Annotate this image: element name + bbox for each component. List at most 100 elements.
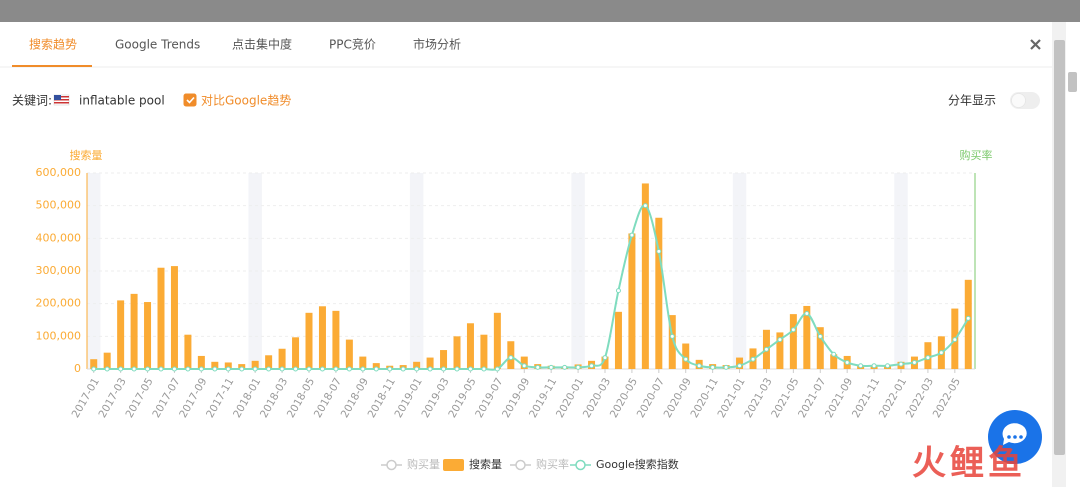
line-point [535, 364, 541, 370]
outer-scroll-thumb [1068, 72, 1077, 92]
bar [655, 217, 663, 369]
line-point [225, 366, 231, 372]
line-point [212, 366, 218, 372]
bar [440, 350, 448, 369]
scroll-thumb[interactable] [1054, 40, 1065, 455]
checkbox-box [183, 93, 197, 107]
line-point [441, 366, 447, 372]
line-point [333, 366, 339, 372]
legend-swatch [515, 459, 526, 471]
tab[interactable]: PPC竞价 [329, 38, 376, 52]
line-point [481, 366, 487, 372]
bar [668, 315, 676, 369]
line-point [696, 363, 702, 369]
line-point [817, 333, 823, 339]
line-point [373, 366, 379, 372]
line-point [871, 363, 877, 369]
legend-label[interactable]: 购买量 [407, 457, 440, 471]
bar [641, 183, 649, 369]
line-point [508, 355, 514, 361]
line-point [306, 366, 312, 372]
line-point [750, 356, 756, 362]
line-point [858, 363, 864, 369]
bar [224, 362, 232, 369]
line-point [185, 366, 191, 372]
line-point [346, 366, 352, 372]
legend-label[interactable]: 搜索量 [469, 457, 502, 471]
line-point [467, 366, 473, 372]
backdrop [0, 0, 1080, 22]
y-tick-label: 200,000 [36, 297, 82, 310]
line-point [925, 355, 931, 361]
line-point [145, 366, 151, 372]
y2-axis-title: 购买率 [960, 148, 993, 162]
compare-label[interactable]: 对比Google趋势 [201, 94, 291, 108]
y-tick-label: 0 [74, 362, 81, 375]
bar [413, 361, 421, 369]
bar [816, 327, 824, 369]
bar [318, 306, 326, 369]
line-point [454, 366, 460, 372]
legend: 购买量 搜索量 购买率 Google搜索指数 [381, 457, 679, 471]
tab-underline [12, 65, 92, 67]
close-button[interactable] [1030, 39, 1041, 50]
bar [964, 279, 972, 369]
line-point [562, 364, 568, 370]
line-point [763, 346, 769, 352]
bar [144, 302, 152, 369]
line-point [589, 363, 595, 369]
line-point [387, 366, 393, 372]
line-point [239, 366, 245, 372]
line-point [198, 366, 204, 372]
y-tick-label: 100,000 [36, 329, 82, 342]
bar [345, 339, 353, 369]
line-point [629, 232, 635, 238]
keyword: inflatable pool [79, 94, 165, 108]
legend-label[interactable]: 购买率 [536, 457, 569, 471]
line-point [965, 315, 971, 321]
line-point [831, 351, 837, 357]
line-point [91, 366, 97, 372]
year-band [409, 173, 424, 369]
tab[interactable]: 点击集中度 [232, 37, 292, 52]
tab[interactable]: Google Trends [115, 38, 200, 52]
line-point [938, 350, 944, 356]
line-point [723, 364, 729, 370]
line-point [615, 288, 621, 294]
bar [305, 312, 313, 369]
bar [278, 348, 286, 369]
bar [493, 312, 501, 369]
bar [453, 336, 461, 369]
line-point [885, 363, 891, 369]
year-band [571, 173, 585, 369]
line-point [710, 364, 716, 370]
bar [251, 360, 259, 369]
bar [211, 361, 219, 369]
chat-button[interactable] [988, 410, 1042, 464]
compare-checkbox[interactable] [183, 93, 197, 107]
line-point [266, 366, 272, 372]
bar [184, 334, 192, 369]
bar [520, 356, 528, 369]
bar [90, 359, 98, 369]
bar [803, 305, 811, 369]
line-point [575, 364, 581, 370]
line-point [737, 363, 743, 369]
line-point [548, 364, 554, 370]
line-point [790, 327, 796, 333]
bar [157, 267, 165, 369]
line-point [400, 366, 406, 372]
line-point [804, 310, 810, 316]
watermark: 火鲤鱼 [912, 444, 1026, 484]
legend-label[interactable]: Google搜索指数 [596, 457, 679, 471]
line-point [104, 366, 110, 372]
bar [682, 343, 690, 369]
tab[interactable]: 市场分析 [413, 37, 461, 52]
bar [372, 363, 380, 369]
yearly-toggle[interactable] [1010, 92, 1040, 109]
legend-swatch [443, 459, 464, 471]
bar [103, 352, 111, 369]
bar [292, 337, 300, 369]
line-point [777, 337, 783, 343]
tab[interactable]: 搜索趋势 [29, 37, 77, 52]
